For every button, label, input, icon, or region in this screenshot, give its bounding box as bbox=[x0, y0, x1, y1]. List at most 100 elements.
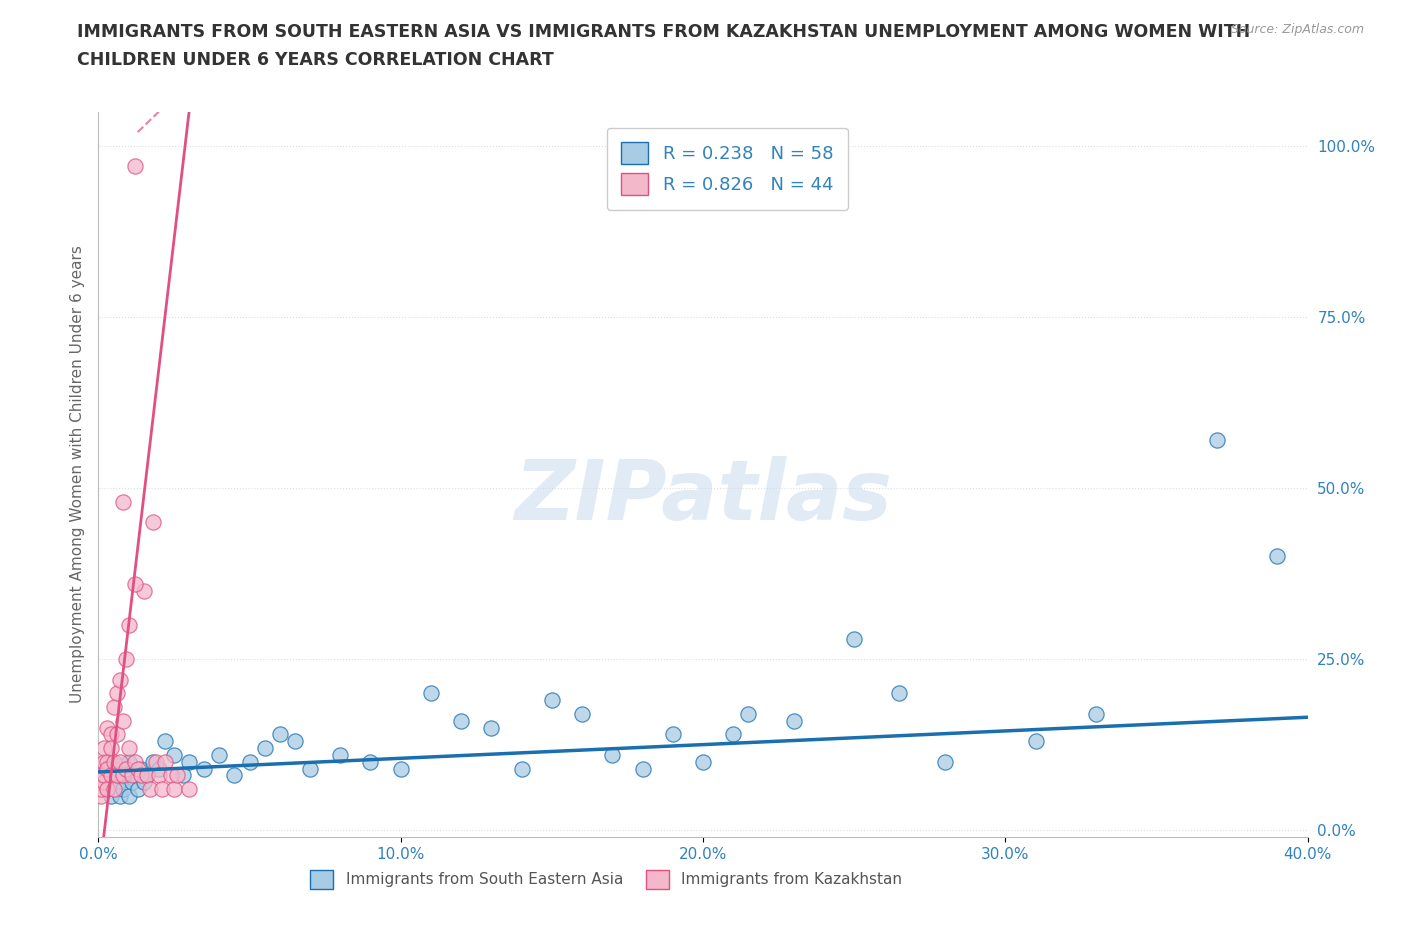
Point bbox=[723, 727, 745, 742]
Point bbox=[105, 781, 128, 796]
Point bbox=[299, 761, 322, 776]
Point bbox=[1206, 432, 1229, 447]
Point bbox=[108, 754, 131, 769]
Point bbox=[239, 754, 262, 769]
Text: CHILDREN UNDER 6 YEARS CORRELATION CHART: CHILDREN UNDER 6 YEARS CORRELATION CHART bbox=[77, 51, 554, 69]
Point bbox=[93, 768, 115, 783]
Point bbox=[253, 740, 276, 755]
Point bbox=[103, 699, 125, 714]
Point bbox=[103, 754, 125, 769]
Point bbox=[132, 775, 155, 790]
Point bbox=[269, 727, 291, 742]
Point bbox=[160, 768, 183, 783]
Point bbox=[172, 768, 194, 783]
Point bbox=[142, 754, 165, 769]
Point bbox=[132, 583, 155, 598]
Point bbox=[179, 781, 201, 796]
Point bbox=[111, 713, 134, 728]
Point bbox=[889, 685, 911, 700]
Point bbox=[108, 672, 131, 687]
Y-axis label: Unemployment Among Women with Children Under 6 years: Unemployment Among Women with Children U… bbox=[69, 246, 84, 703]
Point bbox=[124, 754, 146, 769]
Point bbox=[631, 761, 654, 776]
Point bbox=[360, 754, 382, 769]
Point bbox=[100, 727, 122, 742]
Point bbox=[127, 781, 149, 796]
Point bbox=[145, 754, 167, 769]
Point bbox=[111, 768, 134, 783]
Point bbox=[153, 754, 176, 769]
Point bbox=[90, 781, 112, 796]
Point bbox=[129, 761, 152, 776]
Point bbox=[105, 768, 128, 783]
Point bbox=[108, 789, 131, 804]
Point bbox=[93, 754, 115, 769]
Point bbox=[142, 515, 165, 530]
Point bbox=[1267, 549, 1289, 564]
Point bbox=[96, 761, 118, 776]
Point bbox=[93, 768, 115, 783]
Point bbox=[108, 775, 131, 790]
Point bbox=[111, 494, 134, 509]
Point bbox=[148, 768, 170, 783]
Point bbox=[90, 768, 112, 783]
Point bbox=[96, 754, 118, 769]
Point bbox=[96, 781, 118, 796]
Point bbox=[96, 720, 118, 735]
Point bbox=[129, 768, 152, 783]
Point bbox=[135, 768, 157, 783]
Point bbox=[193, 761, 215, 776]
Point bbox=[481, 720, 503, 735]
Point bbox=[93, 740, 115, 755]
Point bbox=[103, 781, 125, 796]
Point bbox=[118, 754, 141, 769]
Point bbox=[208, 748, 231, 763]
Point bbox=[571, 707, 593, 722]
Point bbox=[121, 768, 143, 783]
Point bbox=[420, 685, 443, 700]
Point bbox=[121, 775, 143, 790]
Point bbox=[510, 761, 533, 776]
Point bbox=[90, 789, 112, 804]
Point bbox=[100, 754, 122, 769]
Point bbox=[135, 768, 157, 783]
Point bbox=[103, 775, 125, 790]
Point bbox=[224, 768, 246, 783]
Point bbox=[114, 652, 136, 667]
Point bbox=[111, 781, 134, 796]
Point bbox=[150, 781, 173, 796]
Point bbox=[103, 761, 125, 776]
Point bbox=[934, 754, 956, 769]
Point bbox=[100, 789, 122, 804]
Point bbox=[139, 781, 162, 796]
Point bbox=[153, 734, 176, 749]
Point bbox=[111, 768, 134, 783]
Point bbox=[105, 685, 128, 700]
Point bbox=[118, 789, 141, 804]
Point bbox=[602, 748, 624, 763]
Point bbox=[114, 761, 136, 776]
Point bbox=[148, 761, 170, 776]
Text: ZIPatlas: ZIPatlas bbox=[515, 456, 891, 537]
Point bbox=[1085, 707, 1108, 722]
Point bbox=[93, 775, 115, 790]
Point bbox=[118, 618, 141, 632]
Point bbox=[105, 768, 128, 783]
Point bbox=[1024, 734, 1046, 749]
Point bbox=[661, 727, 683, 742]
Point bbox=[127, 761, 149, 776]
Point bbox=[389, 761, 412, 776]
Point bbox=[737, 707, 759, 722]
Point bbox=[124, 768, 146, 783]
Point bbox=[124, 577, 146, 591]
Point bbox=[118, 740, 141, 755]
Point bbox=[844, 631, 866, 646]
Point bbox=[163, 781, 186, 796]
Point bbox=[105, 727, 128, 742]
Point bbox=[450, 713, 472, 728]
Point bbox=[124, 159, 146, 174]
Point bbox=[783, 713, 806, 728]
Point bbox=[329, 748, 352, 763]
Point bbox=[166, 768, 188, 783]
Point bbox=[100, 768, 122, 783]
